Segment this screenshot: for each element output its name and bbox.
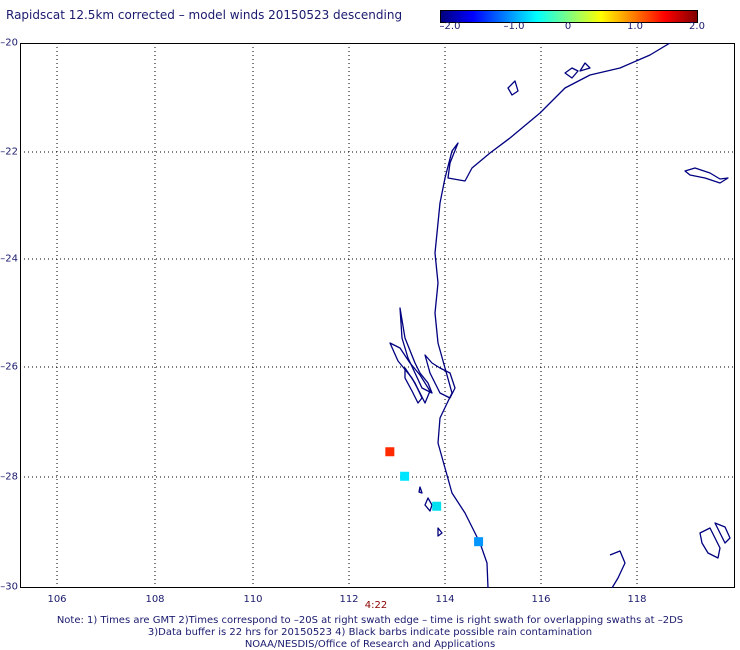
colorbar-tick: –1.0 <box>503 21 525 32</box>
y-axis-label: –22 <box>0 146 18 158</box>
x-axis-label: 110 <box>243 594 263 605</box>
colorbar <box>440 10 698 23</box>
colorbar-tick: –2.0 <box>439 21 461 32</box>
wind-points <box>385 447 484 547</box>
map-plot <box>20 43 735 588</box>
footer-note-2: 3)Data buffer is 22 hrs for 20150523 4) … <box>147 627 593 638</box>
x-axis-label: 118 <box>627 594 647 605</box>
x-axis-label: 106 <box>47 594 67 605</box>
coastline <box>389 43 731 588</box>
chart-title: Rapidscat 12.5km corrected – model winds… <box>6 8 403 22</box>
y-axis-label: –24 <box>0 253 18 265</box>
y-axis-label: –30 <box>0 581 18 593</box>
x-axis-label: 114 <box>435 594 455 605</box>
footer-note-3: NOAA/NESDIS/Office of Research and Appli… <box>244 639 496 650</box>
colorbar-tick: 1.0 <box>627 21 643 32</box>
wind-point <box>474 537 484 547</box>
x-axis-label: 108 <box>145 594 165 605</box>
y-axis-label: –20 <box>0 37 18 49</box>
footer-note-1: Note: 1) Times are GMT 2)Times correspon… <box>56 615 684 626</box>
wind-point <box>385 447 395 457</box>
x-axis-label: 112 <box>339 594 359 605</box>
wind-point <box>400 471 410 481</box>
wind-point <box>432 501 442 511</box>
y-axis-label: –26 <box>0 361 18 373</box>
gridlines <box>20 43 735 588</box>
time-label: 4:22 <box>364 600 388 611</box>
colorbar-tick: 2.0 <box>689 21 705 32</box>
y-axis-label: –28 <box>0 471 18 483</box>
x-axis-label: 116 <box>531 594 551 605</box>
colorbar-tick: 0 <box>564 21 572 32</box>
map-frame <box>20 43 735 588</box>
